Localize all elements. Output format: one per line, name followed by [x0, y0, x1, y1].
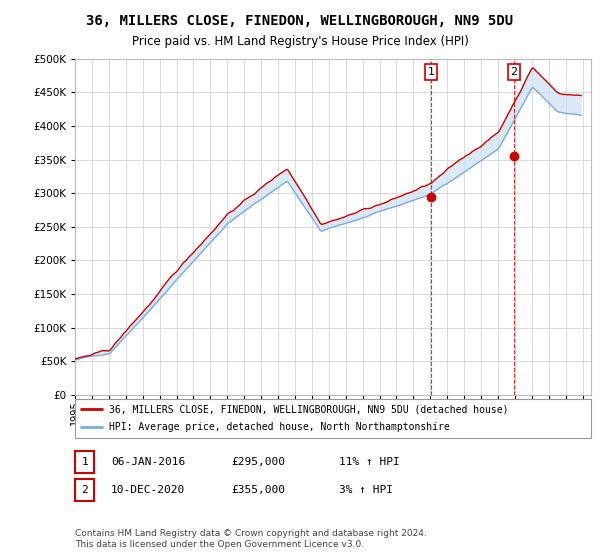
- Text: Price paid vs. HM Land Registry's House Price Index (HPI): Price paid vs. HM Land Registry's House …: [131, 35, 469, 48]
- Text: 36, MILLERS CLOSE, FINEDON, WELLINGBOROUGH, NN9 5DU (detached house): 36, MILLERS CLOSE, FINEDON, WELLINGBOROU…: [109, 404, 508, 414]
- Text: 36, MILLERS CLOSE, FINEDON, WELLINGBOROUGH, NN9 5DU: 36, MILLERS CLOSE, FINEDON, WELLINGBOROU…: [86, 14, 514, 28]
- Text: 2: 2: [511, 67, 518, 77]
- Text: 2: 2: [81, 485, 88, 495]
- Text: 06-JAN-2016: 06-JAN-2016: [111, 457, 185, 467]
- Text: 11% ↑ HPI: 11% ↑ HPI: [339, 457, 400, 467]
- Text: Contains HM Land Registry data © Crown copyright and database right 2024.
This d: Contains HM Land Registry data © Crown c…: [75, 529, 427, 549]
- Text: 10-DEC-2020: 10-DEC-2020: [111, 485, 185, 495]
- Text: £355,000: £355,000: [231, 485, 285, 495]
- Text: 1: 1: [81, 457, 88, 467]
- Text: 3% ↑ HPI: 3% ↑ HPI: [339, 485, 393, 495]
- Text: £295,000: £295,000: [231, 457, 285, 467]
- Text: HPI: Average price, detached house, North Northamptonshire: HPI: Average price, detached house, Nort…: [109, 422, 449, 432]
- Text: 1: 1: [427, 67, 434, 77]
